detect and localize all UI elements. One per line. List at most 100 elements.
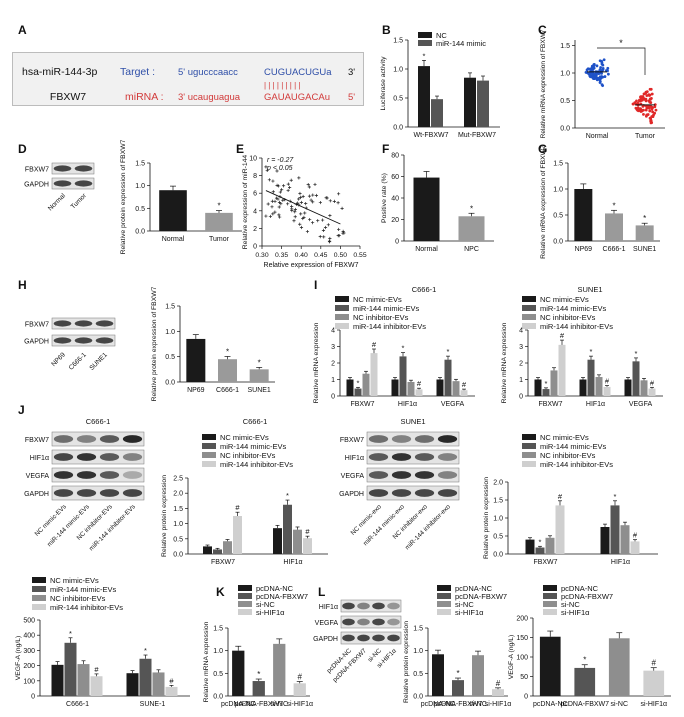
- blot-lane-label: Tumor: [70, 192, 89, 211]
- significance-mark: #: [560, 331, 565, 340]
- data-point: [292, 219, 296, 223]
- category-label: si-HIF1α: [640, 701, 667, 708]
- data-point: [275, 183, 279, 187]
- bar: [539, 636, 561, 696]
- bar: [273, 643, 286, 696]
- data-point: [636, 109, 640, 112]
- data-point: [652, 113, 655, 117]
- data-point: [264, 165, 268, 169]
- y-tick-label: 80: [391, 153, 399, 160]
- bar: [635, 225, 654, 241]
- blot-band: [357, 634, 370, 642]
- legend-entry: NC mimic-EVs: [50, 576, 99, 585]
- category-label: HIF1α: [398, 401, 417, 408]
- bar: [620, 525, 630, 554]
- chart-B: 0.0 0.5 1.0 1.5 Luciferase activity * Wt-FBXW7…: [380, 38, 500, 139]
- bar: [413, 177, 440, 241]
- y-axis-label: Relative mRNA expression: [203, 621, 210, 702]
- blot-band: [122, 489, 143, 497]
- y-tick-label: 1.0: [493, 516, 503, 523]
- bar: [346, 379, 354, 396]
- bar: [595, 377, 603, 396]
- legend-swatch: [238, 609, 252, 615]
- bar: [477, 80, 489, 127]
- significance-mark: #: [650, 378, 655, 387]
- blot-band: [368, 471, 389, 479]
- bar: [574, 189, 593, 241]
- data-point: [595, 78, 599, 82]
- blot-band: [74, 320, 93, 327]
- data-point: [265, 168, 269, 173]
- legend-swatch: [522, 314, 536, 320]
- bar: [283, 504, 292, 554]
- significance-mark: #: [652, 659, 657, 668]
- mirna-seq-prefix: 3' ucauguagua: [178, 92, 241, 103]
- category-label: FBXW7: [533, 559, 557, 566]
- panel-a-sequence-box: [12, 52, 364, 106]
- data-point: [286, 182, 290, 186]
- y-tick-label: 1.0: [213, 648, 223, 655]
- legend-swatch: [437, 601, 451, 607]
- legend-entry: si-NC: [455, 600, 474, 609]
- data-point: [325, 196, 329, 200]
- blot-band: [391, 489, 412, 497]
- bar: [587, 359, 595, 396]
- y-tick-label: 2.0: [493, 480, 503, 487]
- chart-F: 0 20 40 60 80 Positive rate (%) Normal * NPC: [381, 153, 494, 253]
- x-axis-label: Relative expression of FBXW7: [264, 262, 359, 269]
- bar: [205, 212, 233, 231]
- blot-band: [387, 602, 400, 610]
- category-label: SUNE1: [247, 387, 270, 394]
- y-tick-label: 2: [331, 361, 335, 368]
- y-axis-label: Positive rate (%): [381, 173, 388, 223]
- bar: [605, 213, 623, 241]
- blot-band-label: GAPDH: [24, 182, 49, 189]
- blot-band: [357, 618, 370, 626]
- significance-mark: *: [226, 347, 229, 356]
- bar: [458, 216, 485, 241]
- data-point: [642, 112, 645, 116]
- category-label: C666-1: [66, 701, 89, 708]
- legend-swatch: [32, 595, 46, 601]
- y-tick-label: 0.5: [560, 98, 570, 105]
- blot-band-label: FBXW7: [340, 437, 364, 444]
- blot-band: [76, 453, 97, 461]
- data-point: [647, 106, 651, 110]
- data-point: [278, 215, 282, 219]
- data-point: [328, 214, 332, 218]
- data-point: [328, 199, 332, 203]
- data-point: [271, 179, 275, 183]
- legend-entry: pcDNA-FBXW7: [561, 592, 613, 601]
- x-tick-label: 0.55: [353, 252, 366, 259]
- blot-band: [414, 453, 435, 461]
- legend-swatch: [437, 585, 451, 591]
- blot-band: [76, 435, 97, 443]
- y-tick-label: 0: [519, 394, 523, 401]
- blot-band: [368, 489, 389, 497]
- y-tick-label: 1.0: [173, 521, 183, 528]
- bar: [431, 99, 443, 127]
- bar: [574, 667, 596, 696]
- legend-entry: miR-144 inhibitor-EVs: [50, 603, 123, 612]
- data-point: [309, 198, 313, 202]
- data-point: [644, 108, 648, 112]
- blot-strip: [366, 467, 460, 483]
- bar: [407, 381, 415, 396]
- data-point: [323, 225, 328, 230]
- y-tick-label: 300: [23, 648, 35, 655]
- bar: [464, 77, 476, 127]
- significance-mark: *: [470, 204, 473, 213]
- data-point: [648, 116, 652, 120]
- blot-band: [122, 453, 143, 461]
- bar: [534, 379, 542, 396]
- y-tick-label: 0.0: [393, 125, 403, 132]
- blot-title: C666-1: [86, 417, 111, 426]
- significance-mark: *: [217, 202, 220, 211]
- legend-entry: pcDNA-FBXW7: [455, 592, 507, 601]
- data-point: [298, 195, 303, 200]
- blot-band: [53, 435, 74, 443]
- data-point: [651, 110, 654, 114]
- significance-mark: #: [605, 377, 610, 386]
